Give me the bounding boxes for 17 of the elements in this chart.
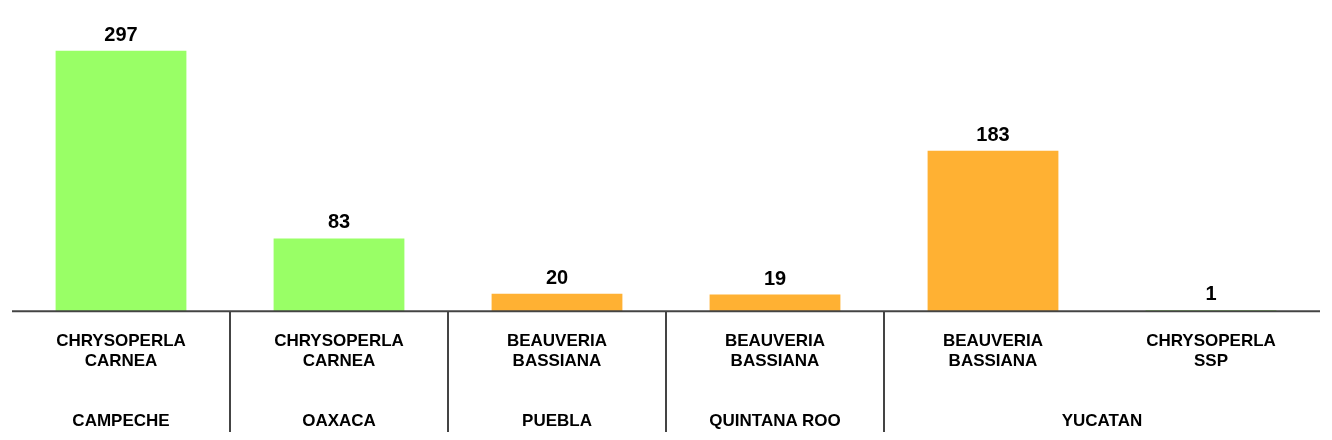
data-label: 19 (763, 266, 787, 289)
data-label: 183 (976, 122, 1010, 145)
x-tick-label: CHRYSOPERLA CARNEA (274, 331, 404, 371)
text: PUEBLA (522, 411, 592, 430)
text: YUCATAN (1061, 411, 1143, 430)
x-tick-label: BEAUVERIA BASSIANA (942, 331, 1044, 371)
x-tick-label: CHRYSOPERLA CARNEA (56, 331, 186, 371)
text: QUINTANA ROO (709, 411, 841, 430)
data-label: 83 (327, 210, 351, 233)
data-label: 20 (545, 265, 569, 288)
text: CAMPECHE (72, 411, 170, 430)
x-tick-label: CHRYSOPERLA SSP (1146, 331, 1276, 371)
data-label: 297 (104, 22, 138, 45)
text: OAXACA (302, 411, 376, 430)
x-tick-label: BEAUVERIA BASSIANA (506, 331, 608, 371)
data-label: 1 (1205, 282, 1217, 305)
x-tick-label: BEAUVERIA BASSIANA (724, 331, 826, 371)
